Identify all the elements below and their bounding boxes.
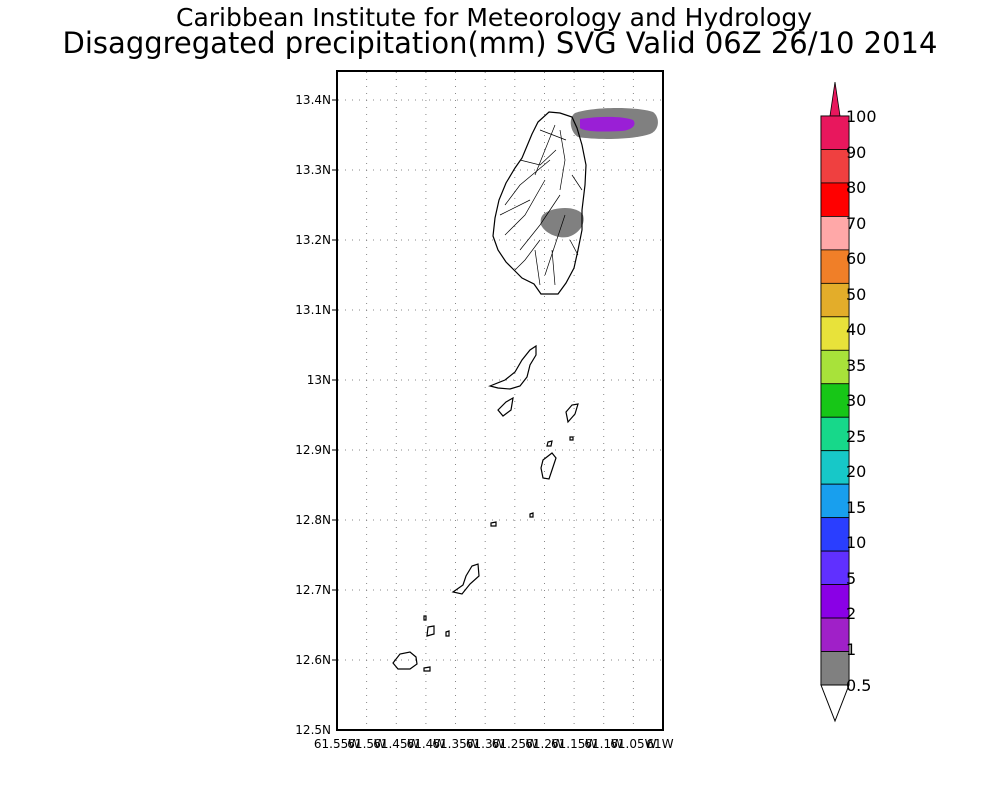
- colorbar-swatch: [820, 651, 850, 686]
- lat-tick-label: 13.2N: [295, 233, 331, 247]
- colorbar-swatch: [820, 249, 850, 284]
- longitude-axis: 61.55W 61.5W 61.45W 61.4W 61.35W 61.3W 6…: [314, 737, 674, 751]
- colorbar-swatch: [820, 282, 850, 318]
- colorbar-swatch: [820, 316, 850, 351]
- island-small-4: [426, 625, 435, 637]
- colorbar-label: 0.5: [846, 676, 871, 695]
- lon-tick-label: 61W: [646, 737, 673, 751]
- grid-lines: [332, 72, 662, 729]
- lat-tick-label: 13.4N: [295, 93, 331, 107]
- colorbar-label: 20: [846, 462, 866, 481]
- drainage-lines: [499, 124, 583, 286]
- colorbar-swatch: [820, 584, 850, 619]
- lon-tick-label: 61.25W: [492, 737, 538, 751]
- lat-tick-label: 12.7N: [295, 583, 331, 597]
- colorbar-swatch: [820, 483, 850, 519]
- lat-tick-label: 13.3N: [295, 163, 331, 177]
- island-baliceaux: [565, 403, 579, 424]
- colorbar-swatch: [820, 149, 850, 184]
- colorbar-label: 100: [846, 107, 877, 126]
- colorbar-swatch: [820, 517, 850, 552]
- lon-tick-label: 61.3W: [466, 737, 505, 751]
- colorbar-label: 1: [846, 640, 856, 659]
- map-title-line2: Disaggregated precipitation(mm) SVG Vali…: [62, 26, 938, 60]
- colorbar-label: 80: [846, 178, 866, 197]
- colorbar-label: 90: [846, 143, 866, 162]
- lon-tick-label: 61.45W: [373, 737, 419, 751]
- lat-tick-label: 12.6N: [295, 653, 331, 667]
- lat-tick-label: 13N: [307, 373, 331, 387]
- colorbar-swatch: [820, 450, 850, 485]
- island-carriacou: [392, 651, 418, 670]
- island-small-8: [569, 436, 574, 441]
- latitude-axis: 13.4N 13.3N 13.2N 13.1N 13N 12.9N 12.8N …: [295, 93, 331, 737]
- lon-tick-label: 61.35W: [432, 737, 478, 751]
- colorbar-labels: 100 90 80 70 60 50 40 35 30 25 20 15 10 …: [846, 107, 877, 695]
- colorbar-swatch: [820, 416, 850, 452]
- colorbar-label: 25: [846, 427, 866, 446]
- island-st-vincent: [492, 111, 587, 295]
- island-union: [451, 563, 480, 595]
- island-canouan: [540, 452, 557, 480]
- colorbar-label: 30: [846, 391, 866, 410]
- colorbar-label: 70: [846, 214, 866, 233]
- colorbar-bottom-arrow: [820, 684, 850, 723]
- lat-tick-label: 12.9N: [295, 443, 331, 457]
- lon-tick-label: 61.05W: [610, 737, 656, 751]
- colorbar-swatch: [820, 115, 850, 150]
- lon-tick-label: 61.55W: [314, 737, 360, 751]
- lon-tick-label: 61.4W: [407, 737, 446, 751]
- map-plot-area: [336, 70, 664, 731]
- colorbar: 100 90 80 70 60 50 40 35 30 25 20 15 10 …: [820, 81, 877, 723]
- colorbar-label: 10: [846, 533, 866, 552]
- island-small-6: [423, 666, 431, 672]
- lon-tick-label: 61.5W: [347, 737, 386, 751]
- island-bequia: [488, 344, 537, 390]
- colorbar-label: 40: [846, 320, 866, 339]
- colorbar-swatch: [820, 383, 850, 418]
- precipitation-shading: [540, 108, 658, 238]
- map-title-line1: Caribbean Institute for Meteorology and …: [176, 3, 812, 32]
- colorbar-label: 5: [846, 569, 856, 588]
- lat-tick-label: 12.5N: [295, 723, 331, 737]
- island-small-1: [546, 440, 553, 447]
- island-small-5: [445, 630, 450, 637]
- colorbar-label: 50: [846, 285, 866, 304]
- colorbar-swatch: [820, 216, 850, 251]
- colorbar-swatch: [820, 182, 850, 217]
- island-small-7: [423, 615, 427, 621]
- lon-tick-label: 61.2W: [525, 737, 564, 751]
- colorbar-label: 15: [846, 498, 866, 517]
- colorbar-swatch: [820, 550, 850, 585]
- colorbar-swatch: [820, 349, 850, 385]
- island-small-2: [529, 512, 534, 518]
- colorbar-swatch: [820, 617, 850, 652]
- lat-tick-label: 12.8N: [295, 513, 331, 527]
- lat-tick-label: 13.1N: [295, 303, 331, 317]
- colorbar-label: 2: [846, 604, 856, 623]
- colorbar-label: 35: [846, 356, 866, 375]
- colorbar-label: 60: [846, 249, 866, 268]
- lon-tick-label: 61.1W: [584, 737, 623, 751]
- lon-tick-label: 61.15W: [551, 737, 597, 751]
- island-mustique-area: [497, 396, 514, 417]
- colorbar-top-arrow: [829, 81, 841, 117]
- coastlines: [392, 111, 587, 672]
- rain-area-northeast-purple: [580, 116, 635, 132]
- island-small-3: [490, 521, 497, 527]
